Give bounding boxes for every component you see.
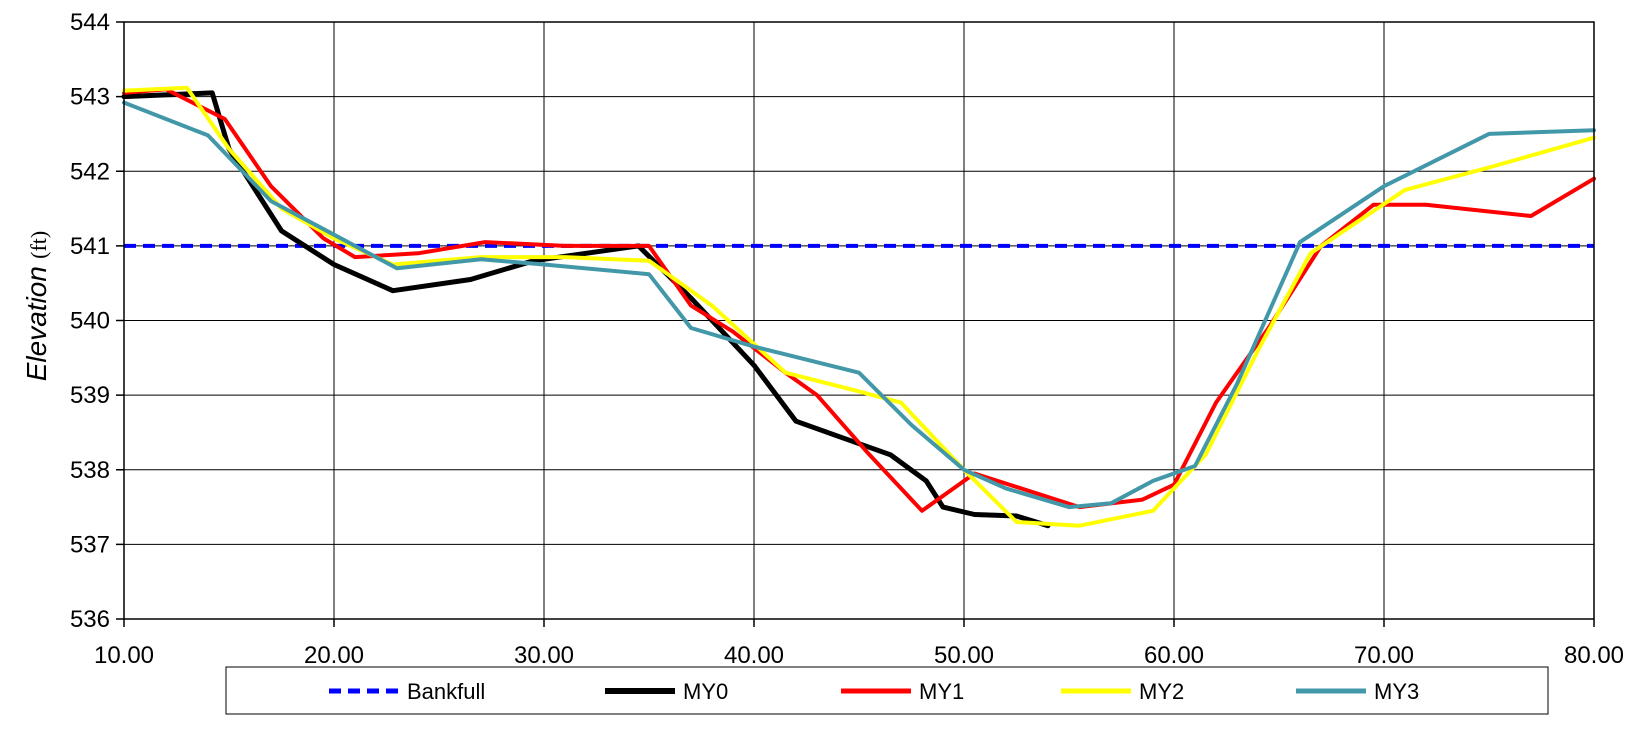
y-tick-label: 540 xyxy=(70,308,110,335)
x-tick-label: 70.00 xyxy=(1354,642,1414,669)
chart-grid xyxy=(123,21,1595,620)
legend-label-my2: MY2 xyxy=(1139,679,1184,704)
x-tick-label: 80.00 xyxy=(1564,642,1624,669)
y-tick-label: 541 xyxy=(70,233,110,260)
y-tick-label: 542 xyxy=(70,158,110,185)
legend-label-my1: MY1 xyxy=(919,679,964,704)
legend-label-my0: MY0 xyxy=(683,679,728,704)
y-tick-label: 539 xyxy=(70,382,110,409)
series-line-my1 xyxy=(122,87,1596,513)
x-tick-label: 30.00 xyxy=(514,642,574,669)
y-axis-ticks: 536 537 538 539 540 541 542 543 544 xyxy=(70,9,124,633)
y-tick-label: 544 xyxy=(70,9,110,36)
y-axis-label-main: Elevation xyxy=(21,266,52,381)
y-tick-label: 538 xyxy=(70,457,110,484)
y-tick-label: 536 xyxy=(70,606,110,633)
series-line-my2 xyxy=(122,85,1596,528)
x-tick-label: 20.00 xyxy=(304,642,364,669)
y-tick-label: 543 xyxy=(70,84,110,111)
chart-legend: Bankfull MY0 MY1 MY2 MY3 xyxy=(225,666,1549,715)
legend-label-my3: MY3 xyxy=(1374,679,1419,704)
x-tick-label: 60.00 xyxy=(1144,642,1204,669)
x-tick-label: 50.00 xyxy=(934,642,994,669)
legend-label-bankfull: Bankfull xyxy=(407,679,485,704)
x-tick-label: 10.00 xyxy=(94,642,154,669)
x-tick-label: 40.00 xyxy=(724,642,784,669)
y-axis-label-unit: (ft) xyxy=(26,231,51,259)
y-axis-label: Elevation (ft) xyxy=(21,231,52,382)
series-line-my0 xyxy=(121,90,1051,529)
chart-series xyxy=(121,85,1596,529)
series-line-my3 xyxy=(122,100,1596,510)
x-axis-ticks: 10.00 20.00 30.00 40.00 50.00 60.00 70.00 80.00 xyxy=(94,619,1624,669)
y-tick-label: 537 xyxy=(70,531,110,558)
